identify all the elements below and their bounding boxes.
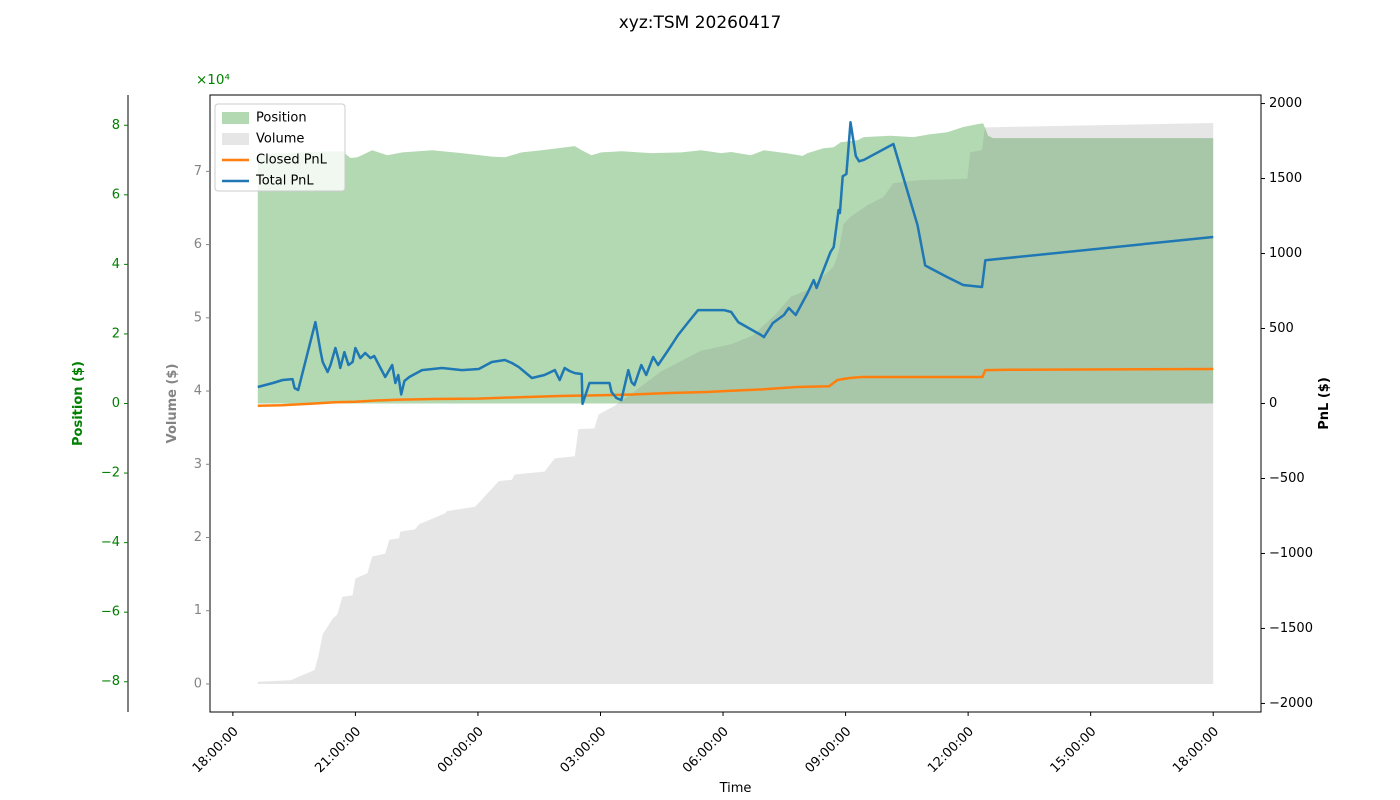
pnl-tick-label: 0 xyxy=(1269,396,1277,411)
legend-entry-total_pnl: Total PnL xyxy=(222,174,314,189)
x-tick-label: 06:00:00 xyxy=(680,724,732,776)
x-axis: 18:00:00 21:00:00 00:00:00 03:00:00 06:00:00… xyxy=(190,712,1222,796)
legend-entry-volume: Volume xyxy=(222,132,304,147)
total_pnl-line xyxy=(257,121,1214,406)
pnl-tick-label: −2000 xyxy=(1269,696,1313,711)
x-tick-label: 12:00:00 xyxy=(925,724,977,776)
position-tick-label: −6 xyxy=(101,605,120,620)
legend-box xyxy=(214,103,346,192)
position-tick-label: 6 xyxy=(112,187,120,202)
volume-tick-label: 0 xyxy=(194,676,202,691)
pnl-tick-label: 1500 xyxy=(1269,171,1302,186)
legend-entry-closed_pnl: Closed PnL xyxy=(222,153,328,168)
pnl-tick-label: 500 xyxy=(1269,321,1294,336)
x-tick-label: 15:00:00 xyxy=(1048,724,1100,776)
x-tick-label: 21:00:00 xyxy=(312,724,364,776)
position-area xyxy=(257,123,1214,404)
volume-tick-label: 3 xyxy=(194,457,202,472)
position-tick-label: 4 xyxy=(112,257,120,272)
volume-tick-label: 7 xyxy=(194,164,202,179)
pnl-tick-label: 2000 xyxy=(1269,96,1302,111)
volume-tick-label: 4 xyxy=(194,384,202,399)
position-axis-label: Position ($) xyxy=(71,361,86,446)
volume-axis-label: Volume ($) xyxy=(165,364,180,444)
legend-label-closed_pnl: Closed PnL xyxy=(256,153,328,168)
legend-swatch-position xyxy=(222,112,249,124)
pnl-axis: −2000 −1500 −1000 −500 0 500 1000 1500 2000 PnL (… xyxy=(1261,96,1332,711)
legend: Position Volume Closed PnL Total PnL xyxy=(214,103,346,192)
chart-title: xyz:TSM 20260417 xyxy=(618,13,782,33)
pnl-axis-label: PnL ($) xyxy=(1317,377,1332,430)
legend-label-total_pnl: Total PnL xyxy=(255,174,314,189)
position-axis: −8 −6 −4 −2 0 2 4 6 8 Position ($) ×10⁴ xyxy=(71,72,230,712)
pnl-tick-label: −1000 xyxy=(1269,546,1313,561)
legend-entry-position: Position xyxy=(222,111,307,126)
position-tick-label: 8 xyxy=(112,118,120,133)
position-offset-text: ×10⁴ xyxy=(196,72,230,88)
x-tick-label: 18:00:00 xyxy=(1170,724,1222,776)
volume-tick-label: 6 xyxy=(194,237,202,252)
volume-axis: 0 1 2 3 4 5 6 7 Volume ($) xyxy=(165,164,210,691)
legend-label-volume: Volume xyxy=(256,132,304,147)
x-tick-label: 09:00:00 xyxy=(803,724,855,776)
x-axis-label: Time xyxy=(719,781,752,796)
position-tick-label: −2 xyxy=(101,466,120,481)
pnl-tick-label: 1000 xyxy=(1269,246,1302,261)
position-tick-label: −4 xyxy=(101,535,120,550)
pnl-tick-label: −500 xyxy=(1269,471,1305,486)
volume-tick-label: 5 xyxy=(194,310,202,325)
legend-label-position: Position xyxy=(256,111,307,126)
x-tick-label: 03:00:00 xyxy=(557,724,609,776)
volume-tick-label: 1 xyxy=(194,603,202,618)
position-tick-label: −8 xyxy=(101,674,120,689)
closed_pnl-line xyxy=(257,367,1214,407)
position-tick-label: 0 xyxy=(112,396,120,411)
volume-area xyxy=(257,123,1214,684)
legend-swatch-volume xyxy=(222,133,249,145)
x-tick-label: 18:00:00 xyxy=(190,724,242,776)
volume-tick-label: 2 xyxy=(194,530,202,545)
x-tick-label: 00:00:00 xyxy=(435,724,487,776)
position-tick-label: 2 xyxy=(112,326,120,341)
pnl-tick-label: −1500 xyxy=(1269,621,1313,636)
